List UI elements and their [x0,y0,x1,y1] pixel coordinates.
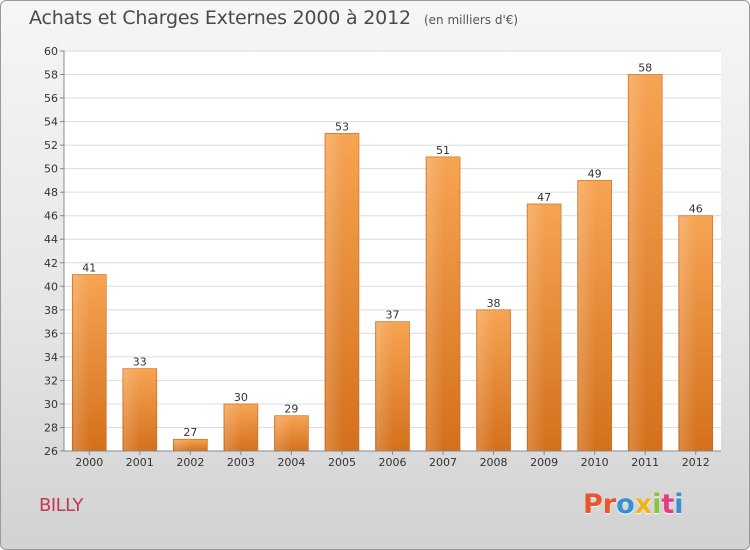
y-tick-label: 42 [44,257,58,270]
bar-highlight [325,134,343,451]
logo-letter: r [602,489,617,520]
bar-highlight [528,204,546,451]
x-tick-label: 2003 [227,456,255,469]
x-tick-label: 2004 [277,456,305,469]
x-tick-label: 2010 [581,456,609,469]
bar-highlight [477,310,495,451]
y-tick-label: 30 [44,398,58,411]
bar-highlight [427,157,445,451]
town-name: BILLY [39,495,83,516]
bar-value-label: 38 [487,297,501,310]
y-axis: 26 28 30 32 34 36 38 40 42 44 46 48 50 52 54 56 58 60 [44,45,65,458]
bar-highlight [629,75,647,451]
bar-highlight [376,322,394,451]
bar-value-label: 30 [234,391,248,404]
y-tick-label: 32 [44,374,58,387]
bar-highlight [174,440,192,451]
y-tick-label: 52 [44,139,58,152]
bar-value-label: 41 [82,262,96,275]
x-tick-label: 2002 [176,456,204,469]
proxiti-logo: Proxiti [583,489,684,520]
bar-value-label: 29 [284,403,298,416]
logo-letter: x [634,489,653,520]
bar-value-label: 37 [386,309,400,322]
x-tick-label: 2001 [126,456,154,469]
bar-value-label: 49 [588,167,602,180]
bar-highlight [224,404,242,451]
logo-letter: P [583,489,603,520]
logo-letter: o [616,489,635,520]
x-tick-label: 2006 [379,456,407,469]
bar-value-label: 33 [133,356,147,369]
chart-unit: (en milliers d'€) [423,13,519,27]
bar-highlight [73,275,91,451]
bar-highlight [578,181,596,452]
chart-title: Achats et Charges Externes 2000 à 2012 [29,7,411,29]
x-tick-label: 2009 [530,456,558,469]
bar-value-label: 46 [689,203,703,216]
x-tick-label: 2007 [429,456,457,469]
y-tick-label: 60 [44,45,58,58]
y-tick-label: 58 [44,69,58,82]
bar-value-label: 47 [537,191,551,204]
y-tick-label: 26 [44,445,58,458]
x-tick-label: 2000 [75,456,103,469]
x-tick-label: 2011 [631,456,659,469]
y-tick-label: 48 [44,186,58,199]
y-tick-label: 40 [44,280,58,293]
bar-highlight [123,369,141,451]
x-tick-label: 2008 [480,456,508,469]
y-tick-label: 46 [44,210,58,223]
logo-letter: t [661,489,675,520]
bar-highlight [275,416,293,451]
bar-value-label: 58 [638,62,652,75]
x-tick-label: 2012 [682,456,710,469]
x-axis: 2000 2001 2002 2003 2004 2005 2006 2007 2008 2009… [64,450,721,469]
bar-value-label: 27 [183,426,197,439]
bar-value-label: 51 [436,144,450,157]
bar-value-label: 53 [335,120,349,133]
y-tick-label: 34 [44,351,58,364]
logo-letter: i [652,489,662,520]
y-tick-label: 28 [44,421,58,434]
title-row: Achats et Charges Externes 2000 à 2012 (… [29,7,518,29]
y-tick-label: 36 [44,327,58,340]
bars: 41 33 27 30 29 53 37 51 38 47 49 58 46 [71,62,714,452]
bar-highlight [679,216,697,451]
y-tick-label: 38 [44,304,58,317]
x-tick-label: 2005 [328,456,356,469]
y-tick-label: 54 [44,116,58,129]
y-tick-label: 44 [44,233,58,246]
y-tick-label: 56 [44,92,58,105]
y-tick-label: 50 [44,163,58,176]
logo-letter: i [674,489,684,520]
